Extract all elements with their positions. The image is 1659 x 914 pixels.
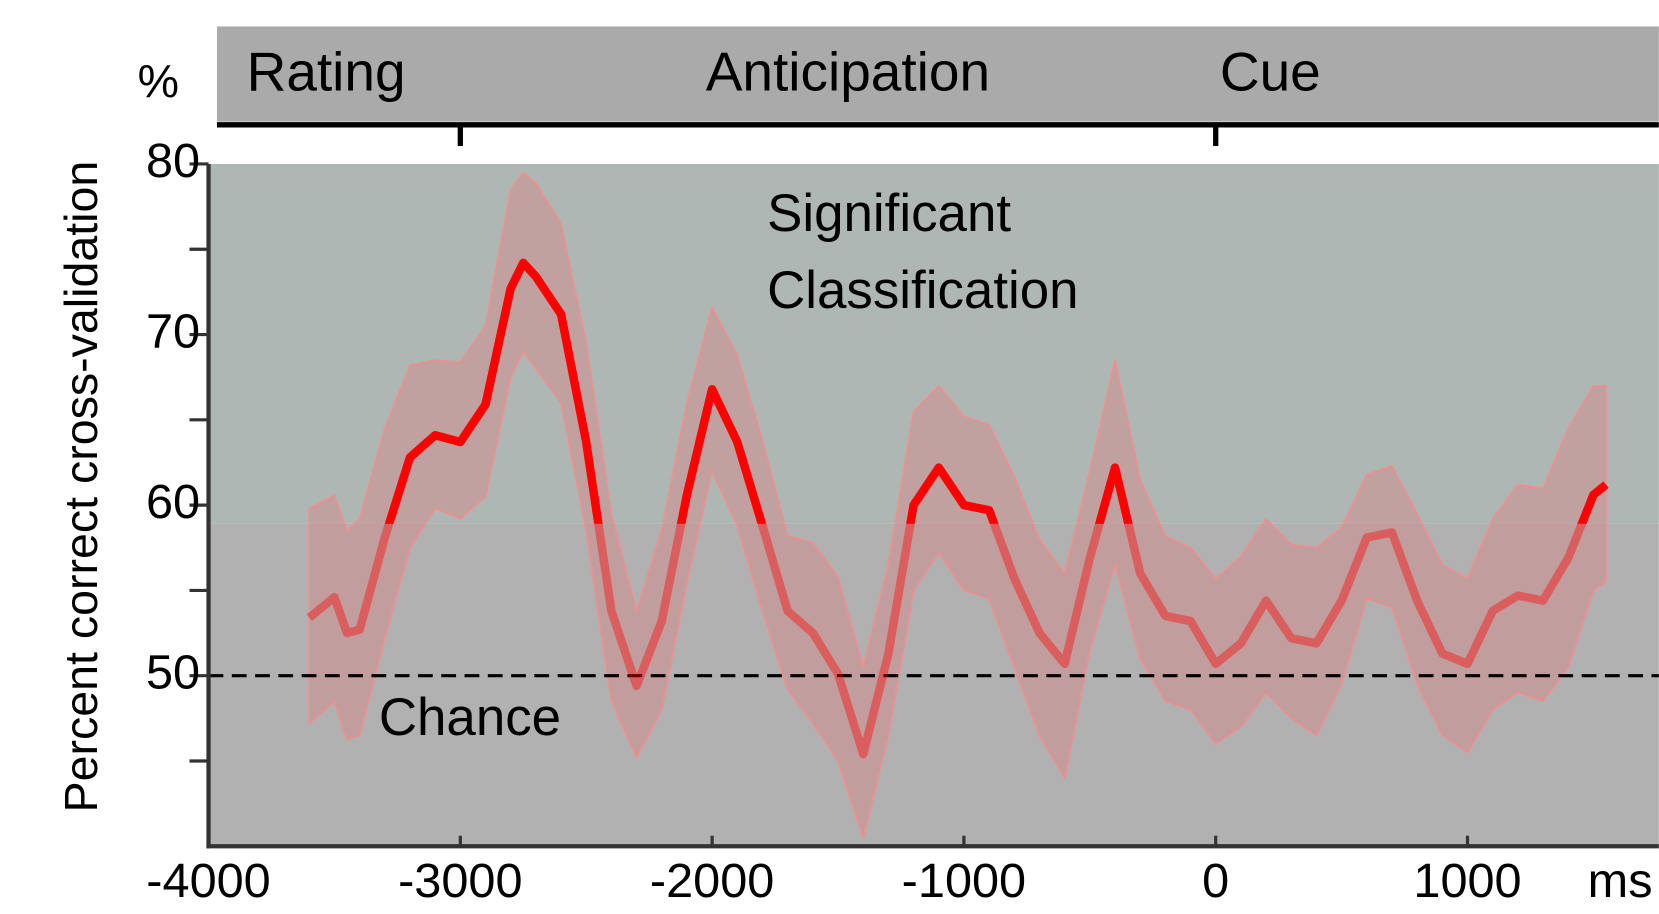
annotation: Chance — [379, 688, 561, 747]
phase-label: Rating — [247, 41, 406, 103]
y-axis-title: Percent correct cross-validation — [55, 161, 107, 813]
y-unit: % — [138, 55, 179, 107]
y-tick-label: 80 — [146, 134, 200, 188]
annotation: Significant — [767, 184, 1011, 243]
phase-label: Cue — [1220, 41, 1321, 103]
phase-label: Anticipation — [706, 41, 990, 103]
y-tick-label: 60 — [146, 475, 200, 529]
mean-line — [306, 523, 1587, 759]
x-tick-label: 0 — [1202, 854, 1229, 908]
confidence-band — [308, 171, 1607, 841]
annotation: Classification — [767, 261, 1078, 320]
x-tick-label: -3000 — [398, 854, 522, 908]
y-tick-label: 50 — [146, 646, 200, 700]
phase-banner — [216, 26, 1659, 122]
x-tick-label: -1000 — [902, 854, 1026, 908]
y-tick-label: 70 — [146, 304, 200, 358]
x-tick-label: 1000 — [1413, 854, 1521, 908]
x-tick-label: -2000 — [650, 854, 774, 908]
x-unit: ms — [1588, 854, 1653, 908]
mean-line-significant — [384, 258, 1609, 524]
significant-region — [208, 163, 1659, 524]
x-tick-label: -4000 — [146, 854, 270, 908]
